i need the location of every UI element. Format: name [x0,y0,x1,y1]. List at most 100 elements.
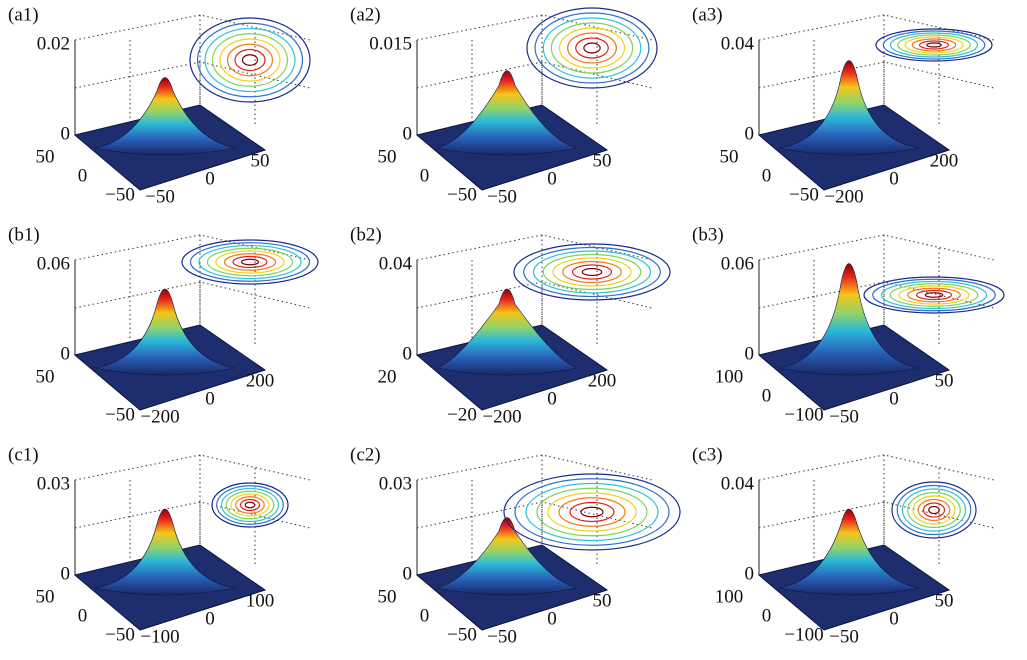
contour [226,491,274,519]
contour [212,483,288,527]
contour [534,251,651,293]
z-tick-label: 0 [745,343,755,364]
contour [864,277,1004,313]
contour [233,257,267,268]
z-tick-label: 0.02 [37,33,70,54]
surface-peak [437,289,577,375]
x-tick-label: 200 [930,150,959,171]
y-tick-label: −50 [105,184,135,205]
z-tick-label: 0 [61,123,71,144]
z-tick-label: 0.03 [379,473,412,494]
y-tick-label: 0 [762,165,772,186]
surface-peak [437,71,577,155]
z-tick-label: 0 [403,123,413,144]
contour [213,34,288,87]
y-tick-label: 0 [420,165,430,186]
contour [537,488,647,536]
contour [543,255,641,290]
x-tick-label: 0 [547,608,557,629]
contour [908,493,961,528]
y-tick-label: −50 [447,624,477,645]
x-tick-label: 0 [547,388,557,409]
z-tick-label: 0.015 [369,33,412,54]
contour [190,18,310,102]
contour [917,291,952,300]
contour [504,474,680,550]
x-tick-label: 100 [246,590,275,611]
z-tick-label: 0.03 [37,473,70,494]
x-tick-label: 200 [588,370,617,391]
contour [920,41,949,49]
contour [924,503,945,517]
x-tick-label: 0 [889,168,899,189]
y-tick-label: −50 [105,404,135,425]
contour [245,502,255,508]
surface-peak [779,509,919,595]
y-tick-label: −50 [789,184,819,205]
y-tick-label: 50 [378,586,397,607]
y-tick-label: −100 [784,404,823,425]
z-tick-label: 0 [745,563,755,584]
panel-label: (a1) [8,4,39,25]
z-tick-label: 0.04 [721,473,755,494]
contour [527,8,657,88]
x-tick-label: 200 [246,370,275,391]
panel: (b1)0.06050−50−2000200 [8,224,318,427]
contour [526,484,658,541]
y-tick-label: −50 [447,184,477,205]
y-tick-label: −20 [447,404,477,425]
x-tick-label: 50 [935,590,954,611]
x-tick-label: −50 [829,406,859,427]
contour [205,29,295,92]
y-tick-label: 0 [762,385,772,406]
surface-peak [95,289,235,375]
contour [584,43,600,53]
x-tick-label: 0 [205,168,215,189]
x-tick-label: −50 [487,186,517,207]
contour [898,35,971,55]
x-tick-label: −100 [140,626,179,647]
contour [913,496,955,524]
contour [241,500,260,511]
panel-label: (b2) [350,224,382,245]
y-tick-label: 20 [378,366,397,387]
x-tick-label: 0 [205,608,215,629]
y-tick-label: 0 [78,605,88,626]
panel-label: (b1) [8,224,40,245]
panel-label: (a3) [692,4,723,25]
contour [892,482,976,538]
z-tick-label: 0 [745,123,755,144]
figure: (a1)0.020500−50−50050(a2)0.0150500−50−50… [0,0,1027,660]
x-tick-label: 50 [593,150,612,171]
contour [927,43,942,47]
surface-peak [95,509,235,595]
contour [553,258,631,286]
contour [582,269,602,276]
z-tick-label: 0 [61,343,71,364]
y-tick-label: 0 [420,605,430,626]
y-tick-label: 100 [715,586,744,607]
panel-label: (c2) [350,444,381,465]
z-tick-label: 0.04 [379,253,413,274]
contour [208,248,293,276]
contour [929,507,940,514]
x-tick-label: −200 [824,186,863,207]
z-tick-label: 0.04 [721,33,755,54]
contour [514,244,670,300]
contour [573,265,612,279]
x-tick-label: 50 [251,150,270,171]
contour [560,28,625,68]
x-tick-label: −50 [829,626,859,647]
contour [182,240,318,284]
y-tick-label: 0 [762,605,772,626]
z-tick-label: 0 [61,563,71,584]
panel-label: (b3) [692,224,724,245]
contour [242,259,259,265]
contour [903,489,966,531]
y-tick-label: 50 [378,146,397,167]
y-tick-label: −50 [105,624,135,645]
